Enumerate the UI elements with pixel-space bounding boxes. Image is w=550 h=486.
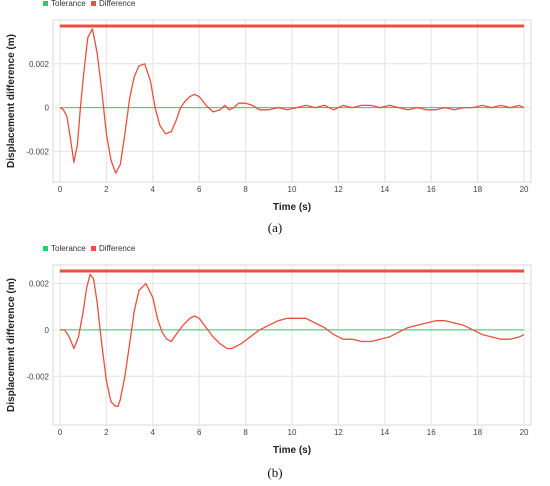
chart-a-svg: 0 2 4 6 8 10 12 14 16 18 20 -0.002 0 0.002 Tolerance Di… bbox=[6, 0, 532, 235]
y-tick-label: 0 bbox=[45, 326, 50, 335]
x-tick-label: 20 bbox=[520, 428, 529, 437]
x-tick-label: 18 bbox=[473, 428, 482, 437]
legend-swatch-difference bbox=[91, 246, 96, 251]
chart-b-svg: 0 2 4 6 8 10 12 14 16 18 20 -0.002 0 0.002 Tolerance Di… bbox=[6, 244, 532, 480]
y-tick-label: 0.002 bbox=[29, 60, 50, 69]
x-tick-label: 8 bbox=[243, 428, 248, 437]
y-axis-label: Displacement difference (m) bbox=[6, 34, 17, 168]
x-tick-label: 2 bbox=[104, 428, 109, 437]
x-tick-label: 6 bbox=[197, 185, 202, 194]
x-tick-label: 14 bbox=[380, 185, 389, 194]
y-tick-label: 0 bbox=[45, 104, 50, 113]
figure-caption: (a) bbox=[268, 220, 282, 235]
x-tick-label: 8 bbox=[243, 185, 248, 194]
y-tick-label: -0.002 bbox=[26, 147, 49, 156]
x-tick-label: 16 bbox=[427, 428, 436, 437]
y-tick-label: -0.002 bbox=[26, 372, 49, 381]
x-tick-label: 12 bbox=[334, 185, 343, 194]
x-tick-label: 4 bbox=[151, 185, 156, 194]
legend-label-tolerance: Tolerance bbox=[51, 0, 86, 8]
legend-label-difference: Difference bbox=[99, 0, 136, 8]
x-tick-label: 18 bbox=[473, 185, 482, 194]
x-axis-label: Time (s) bbox=[273, 202, 311, 213]
legend-swatch-tolerance bbox=[43, 246, 48, 251]
y-tick-label: 0.002 bbox=[29, 280, 50, 289]
x-tick-label: 4 bbox=[151, 428, 156, 437]
figure-caption: (b) bbox=[267, 465, 282, 480]
series-line-difference bbox=[59, 28, 525, 174]
x-tick-label: 12 bbox=[334, 428, 343, 437]
chart-panel-a: 0 2 4 6 8 10 12 14 16 18 20 -0.002 0 0.002 Tolerance Di… bbox=[6, 0, 532, 235]
series-line-difference bbox=[60, 273, 525, 408]
legend-swatch-tolerance bbox=[43, 1, 48, 6]
x-tick-label: 0 bbox=[58, 185, 63, 194]
x-tick-label: 16 bbox=[427, 185, 436, 194]
legend-swatch-difference bbox=[91, 1, 96, 6]
y-axis-label: Displacement difference (m) bbox=[6, 278, 17, 412]
x-tick-label: 14 bbox=[380, 428, 389, 437]
x-tick-label: 10 bbox=[288, 428, 297, 437]
x-tick-label: 6 bbox=[197, 428, 202, 437]
x-axis-label: Time (s) bbox=[273, 445, 311, 456]
x-tick-label: 2 bbox=[104, 185, 109, 194]
x-tick-label: 10 bbox=[288, 185, 297, 194]
x-tick-label: 20 bbox=[520, 185, 529, 194]
x-tick-label: 0 bbox=[58, 428, 63, 437]
chart-panel-b: 0 2 4 6 8 10 12 14 16 18 20 -0.002 0 0.002 Tolerance Di… bbox=[0, 243, 550, 486]
legend-label-difference: Difference bbox=[99, 244, 136, 253]
legend-label-tolerance: Tolerance bbox=[51, 244, 86, 253]
